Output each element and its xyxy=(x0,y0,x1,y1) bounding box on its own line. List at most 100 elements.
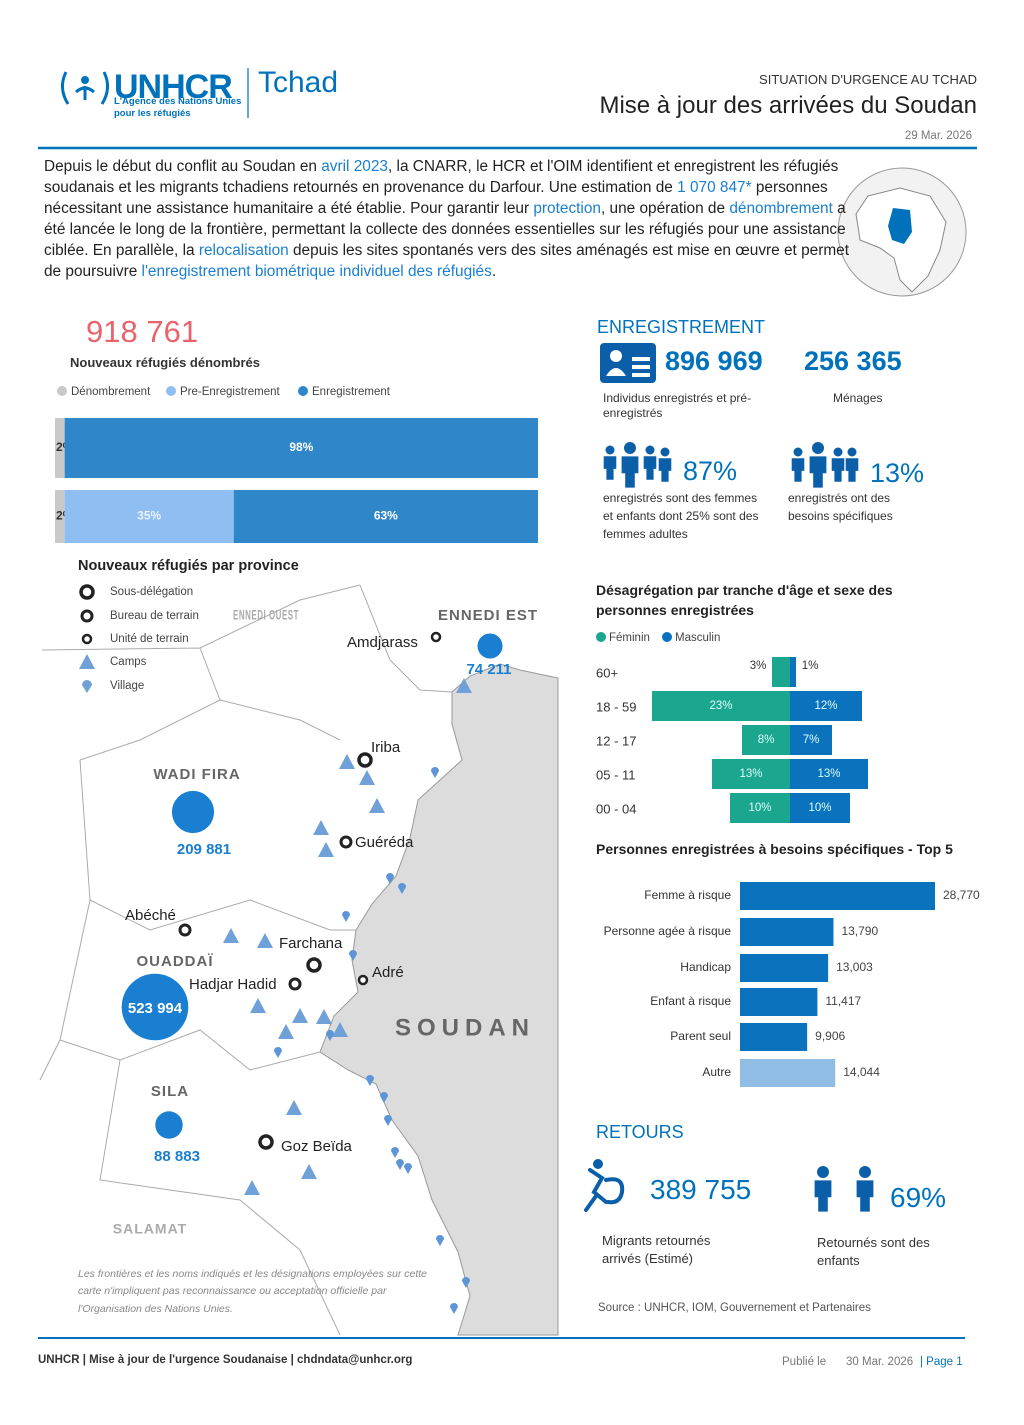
org-name: UNHCR xyxy=(114,68,233,106)
footer-date: 30 Mar. 2026 xyxy=(846,1356,914,1368)
bar-value-label: 8% xyxy=(758,734,775,746)
place-name: Goz Beïda xyxy=(281,1138,353,1155)
place-name: Abéché xyxy=(125,907,176,924)
counted-label: Nouveaux réfugiés dénombrés xyxy=(70,355,260,370)
intro-link[interactable]: l'enregistrement biométrique individuel … xyxy=(141,262,492,280)
person-icon-head xyxy=(645,445,655,455)
migrants-label: Migrants retournés arrivés (Estimé) xyxy=(602,1233,711,1267)
person-icon-head xyxy=(793,447,803,457)
bar-value-label: 98% xyxy=(289,440,313,454)
bar-value-label: 63% xyxy=(374,509,398,523)
bar-value-label: 13% xyxy=(739,768,762,780)
age-chart-title: Désagrégation par tranche d'âge et sexe … xyxy=(596,582,893,618)
bar-value-label: 28,770 xyxy=(943,888,980,902)
registration-title: ENREGISTREMENT xyxy=(597,317,766,337)
legend-label: Pre-Enregistrement xyxy=(180,386,281,398)
village-icon xyxy=(404,1163,412,1174)
footer-left: UNHCR | Mise à jour de l'urgence Soudana… xyxy=(38,1354,413,1366)
camp-icon xyxy=(278,1024,294,1039)
legend-office-icon xyxy=(81,633,93,645)
intro-link[interactable]: relocalisation xyxy=(198,241,289,259)
intro-link[interactable]: dénombrement xyxy=(729,199,833,217)
village-icon xyxy=(396,1159,404,1170)
province-value: 523 994 xyxy=(128,1000,183,1017)
intro-text: Depuis le début du conflit au Soudan en xyxy=(44,158,322,175)
bar-value-label: 10% xyxy=(808,802,831,814)
village-icon xyxy=(366,1075,374,1086)
returns-title: RETOURS xyxy=(596,1122,684,1142)
bar xyxy=(740,1059,836,1087)
map-title: Nouveaux réfugiés par province xyxy=(78,558,299,574)
kicker: SITUATION D'URGENCE AU TCHAD xyxy=(759,72,977,87)
pyramid-bar xyxy=(790,725,832,755)
place-name: Iriba xyxy=(371,739,401,756)
office-marker xyxy=(258,1134,274,1150)
children-label: Retournés sont des enfants xyxy=(817,1235,930,1269)
legend-swatch xyxy=(298,386,308,396)
legend-camp-icon xyxy=(79,654,95,669)
intro-link[interactable]: avril 2023 xyxy=(321,158,388,175)
stacked-bar-segment xyxy=(55,490,65,543)
id-card-icon-line xyxy=(632,357,650,361)
camp-icon xyxy=(250,998,266,1013)
village-icon xyxy=(274,1047,282,1058)
age-group-label: 00 - 04 xyxy=(596,801,636,816)
source-note: Source : UNHCR, IOM, Gouvernement et Par… xyxy=(598,1302,871,1314)
legend-office-icon xyxy=(79,584,95,600)
village-icon xyxy=(380,1092,388,1103)
bar-value-label: 9,906 xyxy=(815,1029,845,1043)
bar-value-label: 14,044 xyxy=(843,1065,880,1079)
camp-icon xyxy=(301,1164,317,1179)
page-title: Mise à jour des arrivées du Soudan xyxy=(599,92,977,119)
person-icon-body xyxy=(603,456,617,480)
category-label: Personne agée à risque xyxy=(604,924,732,938)
province-name: SILA xyxy=(151,1083,189,1100)
bar-value-label: 1% xyxy=(802,660,819,672)
bar-value-label: 13,790 xyxy=(841,924,878,938)
country-name: Tchad xyxy=(258,66,339,99)
camp-icon xyxy=(223,928,239,943)
province-value: 88 883 xyxy=(154,1148,200,1165)
village-icon xyxy=(431,767,439,778)
individuals-label: Individus enregistrés et pré-enregistrés xyxy=(603,391,752,420)
intro-link[interactable]: protection xyxy=(533,199,601,217)
age-group-label: 05 - 11 xyxy=(596,767,636,782)
women-children-label: enregistrés sont des femmes et enfants d… xyxy=(603,491,759,541)
province-name: OUADDAÏ xyxy=(137,953,214,970)
age-group-label: 60+ xyxy=(596,665,618,680)
pyramid-bar xyxy=(790,793,850,823)
households-value: 256 365 xyxy=(804,346,902,376)
footer-published: Publié le xyxy=(782,1356,827,1368)
legend-swatch xyxy=(166,386,176,396)
person-icon-head xyxy=(817,1166,829,1178)
id-card-icon-line xyxy=(632,373,650,377)
legend-office-icon xyxy=(80,609,94,623)
camp-icon xyxy=(332,1022,348,1037)
person-icon-body xyxy=(791,458,805,482)
bar-value-label: 13,003 xyxy=(836,960,873,974)
person-icon-head xyxy=(859,1166,871,1178)
country-label: SOUDAN xyxy=(395,1014,535,1041)
camp-icon xyxy=(313,820,329,835)
bar-value-label: 11,417 xyxy=(825,994,861,1008)
map-legend-label: Camps xyxy=(110,656,147,668)
stacked-bar-segment xyxy=(55,418,65,478)
place-name: Adré xyxy=(372,964,404,981)
map-legend-label: Unité de terrain xyxy=(110,633,189,645)
person-icon-head xyxy=(812,442,824,454)
person-icon-head xyxy=(624,442,636,454)
person-icon-body xyxy=(831,458,845,482)
province-bubble xyxy=(121,973,189,1041)
person-icon-head xyxy=(847,447,857,457)
intro-link[interactable]: 1 070 847* xyxy=(677,178,752,196)
legend-label: Féminin xyxy=(609,632,650,644)
region-name: ENNEDI OUEST xyxy=(233,607,299,623)
age-group-label: 18 - 59 xyxy=(596,699,636,714)
return-icon xyxy=(584,1168,625,1212)
province-value: 209 881 xyxy=(177,841,231,858)
pyramid-bar xyxy=(790,759,868,789)
place-name: Hadjar Hadid xyxy=(189,976,277,993)
camp-icon xyxy=(257,933,273,948)
person-icon-body xyxy=(658,458,672,482)
category-label: Handicap xyxy=(680,960,731,974)
